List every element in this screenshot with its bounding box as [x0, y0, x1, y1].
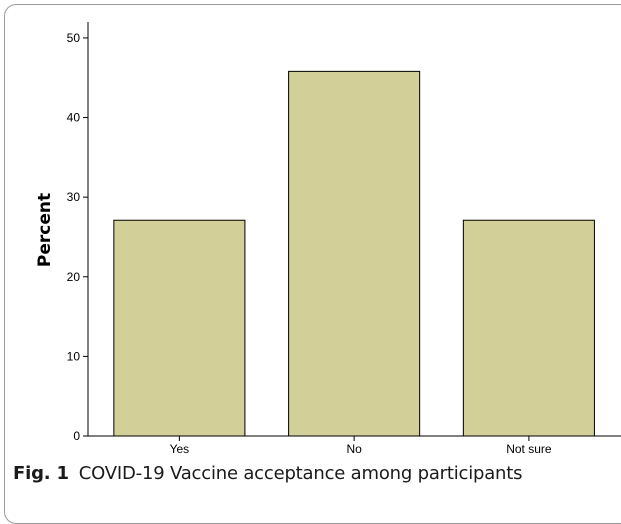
y-tick-label: 10	[67, 349, 81, 363]
figure-number: Fig. 1	[13, 463, 69, 484]
bar-yes	[113, 219, 246, 437]
y-tick-label: 40	[67, 111, 81, 125]
bar-no	[288, 70, 421, 437]
x-tick-label: Yes	[170, 442, 190, 456]
y-tick-label: 30	[67, 190, 81, 204]
bar-not-sure	[462, 219, 595, 437]
caption-text: COVID-19 Vaccine acceptance among partic…	[78, 463, 523, 484]
bars	[113, 70, 595, 437]
y-axis-label: Percent	[35, 193, 55, 267]
y-tick-label: 20	[67, 270, 81, 284]
x-axis: Yes No Not sure	[88, 435, 621, 456]
figure-caption: Fig. 1 COVID-19 Vaccine acceptance among …	[13, 463, 523, 484]
x-tick-label: No	[346, 442, 362, 456]
y-tick-label: 50	[67, 31, 81, 45]
y-tick-label: 0	[73, 429, 80, 443]
y-axis: 0 10 20 30 40 50	[67, 22, 89, 443]
x-tick-label: Not sure	[506, 442, 552, 456]
bar-chart: 0 10 20 30 40 50 Yes No Not sure Percent	[35, 22, 621, 456]
